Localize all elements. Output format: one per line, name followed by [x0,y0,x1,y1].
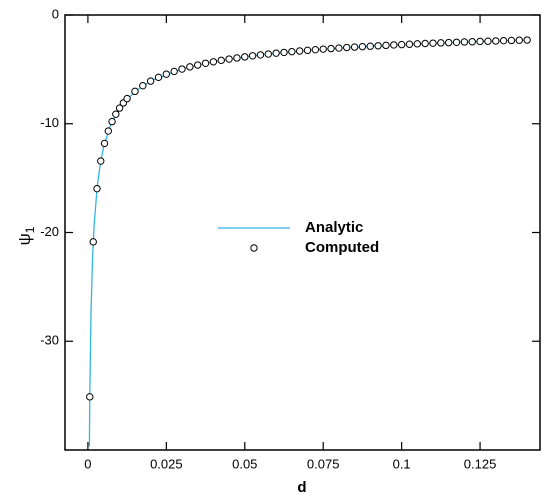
computed-point [303,46,312,55]
y-tick-label: -30 [40,333,59,348]
computed-point [256,51,265,59]
y-label-subscript: 1 [23,226,37,233]
computed-point [104,127,112,135]
legend-marker [250,244,258,252]
x-tick-label: 0.05 [232,456,257,471]
legend-label: Computed [305,239,379,256]
x-tick-label: 0.125 [464,456,497,471]
computed-point [429,39,437,47]
computed-point [288,47,296,56]
computed-point [295,47,304,55]
computed-point [350,43,359,51]
computed-point [131,87,139,96]
computed-point [523,36,531,44]
computed-point [437,39,445,47]
x-tick-label: 0 [84,456,91,471]
computed-point [358,42,367,51]
computed-point [194,61,202,69]
computed-point [445,38,453,47]
computed-point [413,40,422,48]
computed-point [162,70,171,78]
y-axis-label: ψ1 [15,226,37,245]
x-tick-label: 0.1 [393,456,411,471]
computed-point [492,37,500,45]
computed-point [217,56,225,65]
computed-point [499,36,508,45]
computed-point [112,110,120,118]
computed-point [201,59,210,67]
computed-point [225,55,233,63]
computed-point [280,48,288,57]
y-label-main: ψ [15,233,34,245]
computed-point [343,43,351,52]
y-tick-label: 0 [52,6,59,21]
computed-point [108,117,116,126]
computed-point [374,42,382,50]
computed-point [100,139,109,148]
x-tick-label: 0.075 [307,456,340,471]
computed-point [154,73,163,82]
computed-point [186,63,194,71]
computed-point [421,39,429,48]
computed-point [97,157,105,165]
computed-point [405,40,414,48]
computed-point [93,184,101,193]
computed-point [115,104,124,112]
x-axis-label: d [297,479,306,496]
computed-point [515,36,523,44]
computed-point [460,38,469,46]
computed-point [233,54,241,62]
computed-point [209,58,218,66]
computed-point [248,52,257,60]
computed-point [476,37,484,46]
computed-point [468,38,476,46]
computed-point [382,41,390,50]
computed-point [178,65,186,73]
computed-point [89,238,97,246]
computed-point [264,50,273,58]
y-tick-label: -20 [40,224,59,239]
computed-point [484,37,492,45]
computed-point [311,45,320,54]
computed-point [397,40,406,49]
computed-point [139,81,147,90]
computed-point [272,49,280,57]
computed-point [452,38,461,46]
computed-point [170,67,178,76]
x-tick-label: 0.025 [150,456,183,471]
computed-point [86,393,94,401]
computed-point [507,36,516,45]
computed-point [241,53,249,61]
computed-point [327,44,335,53]
computed-point [146,77,155,85]
computed-point [366,42,374,50]
computed-point [319,45,327,53]
plot-frame [64,14,541,451]
legend-label: Analytic [305,219,363,236]
computed-point [123,94,131,103]
computed-point [335,44,343,52]
y-tick-label: -10 [40,115,59,130]
computed-point [390,41,398,49]
